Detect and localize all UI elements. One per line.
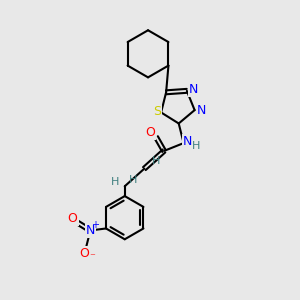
Text: N: N [189,83,198,96]
Text: ⁻: ⁻ [89,252,95,262]
Text: H: H [152,156,160,166]
Text: H: H [192,141,201,151]
Text: H: H [128,176,137,185]
Text: O: O [145,126,155,139]
Text: S: S [153,105,161,118]
Text: +: + [91,220,99,230]
Text: N: N [197,103,206,117]
Text: N: N [85,224,95,237]
Text: O: O [80,247,89,260]
Text: H: H [111,177,119,187]
Text: N: N [183,135,192,148]
Text: O: O [68,212,78,225]
